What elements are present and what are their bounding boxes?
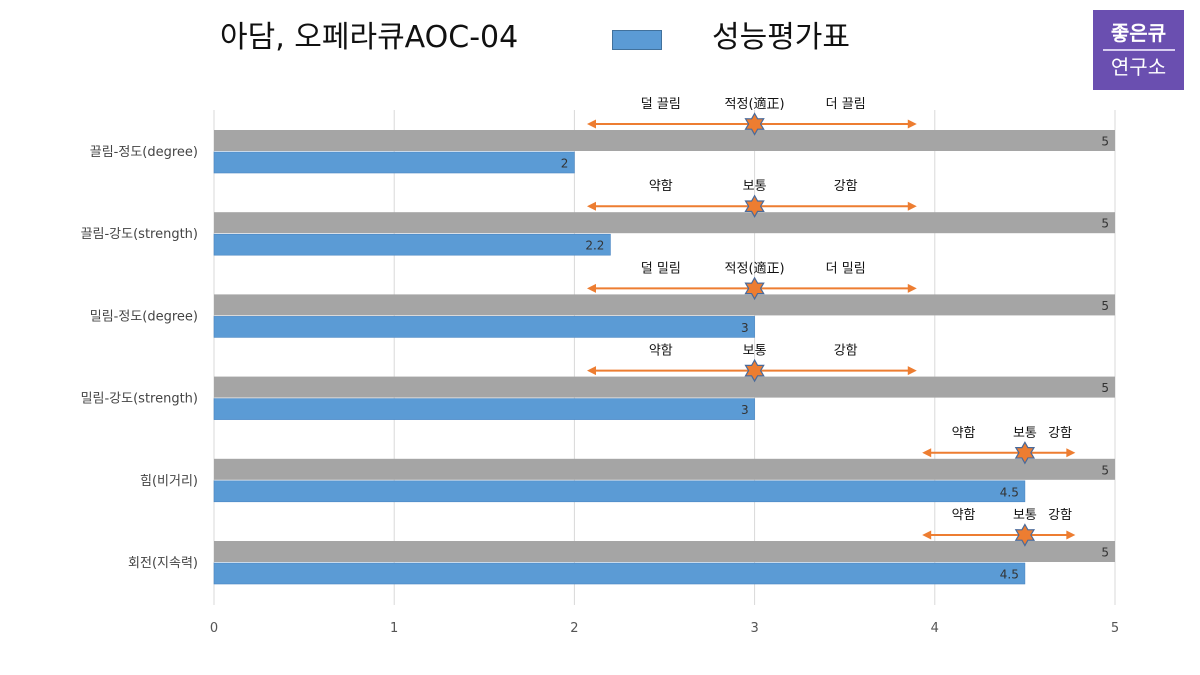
annotation-label-mid: 적정(適正) — [725, 96, 785, 112]
logo-line1: 좋은큐 — [1110, 21, 1167, 45]
marker-star — [744, 276, 765, 301]
value-bar-label: 4.5 — [1000, 485, 1019, 499]
arrow-head-left — [587, 201, 597, 211]
max-bar-value-label: 5 — [1101, 299, 1109, 313]
marker-star — [1014, 441, 1036, 465]
value-bar — [213, 233, 611, 256]
value-bar — [213, 151, 575, 174]
annotation-label-mid: 적정(適正) — [725, 260, 785, 276]
marker-star — [744, 112, 765, 136]
value-bar-label: 4.5 — [1000, 568, 1019, 582]
max-bar — [214, 376, 1115, 398]
annotation-label-low: 약함 — [952, 426, 976, 441]
title-row: 아담, 오페라큐AOC-04 성능평가표 — [0, 10, 1200, 60]
value-bar-label: 2.2 — [585, 239, 604, 253]
category-label: 회전(지속력) — [128, 556, 198, 571]
max-bar — [214, 130, 1115, 151]
chart-title: 아담, 오페라큐AOC-04 — [220, 20, 519, 55]
arrow-head-left — [587, 119, 597, 129]
max-bar-value-label: 5 — [1101, 381, 1109, 395]
category-label: 끌림-강도(strength) — [81, 227, 198, 242]
category-label: 힘(비거리) — [140, 474, 198, 489]
arrow-head-left — [587, 283, 597, 293]
annotation-label-low: 약함 — [649, 344, 673, 359]
value-bar — [213, 562, 1026, 585]
legend-swatch — [612, 30, 662, 50]
marker-star — [1014, 523, 1036, 547]
annotation-label-high: 강함 — [834, 179, 858, 194]
x-tick-label: 1 — [390, 621, 398, 636]
arrow-head-right — [907, 201, 917, 211]
annotation-label-mid: 보통 — [743, 179, 767, 194]
category-label: 끌림-정도(degree) — [90, 145, 198, 160]
x-tick-label: 2 — [570, 621, 578, 636]
max-bar — [214, 294, 1115, 316]
value-bar — [213, 398, 755, 420]
x-tick-label: 0 — [210, 621, 218, 636]
marker-star — [744, 194, 765, 218]
annotation-label-low: 덜 끌림 — [641, 97, 681, 112]
value-bar-label: 2 — [561, 157, 569, 171]
annotation-label-high: 더 끌림 — [826, 97, 866, 112]
value-bar-label: 3 — [741, 403, 749, 417]
annotation-label-mid: 보통 — [1013, 426, 1037, 441]
arrow-head-right — [1066, 530, 1076, 540]
max-bar-value-label: 5 — [1101, 463, 1109, 477]
value-bar — [213, 316, 755, 338]
category-label: 밀림-정도(degree) — [90, 309, 198, 324]
arrow-head-left — [587, 366, 597, 376]
annotation-label-mid: 보통 — [743, 344, 767, 359]
arrow-head-right — [907, 119, 917, 129]
arrow-head-left — [922, 448, 932, 458]
annotation-label-high: 강함 — [1048, 426, 1072, 441]
max-bar-value-label: 5 — [1101, 135, 1109, 149]
max-bar — [214, 458, 1115, 480]
logo-divider — [1102, 49, 1175, 51]
arrow-head-right — [1066, 448, 1076, 458]
annotation-label-low: 약함 — [649, 179, 673, 194]
max-bar — [214, 212, 1115, 234]
annotation-label-high: 더 밀림 — [826, 261, 866, 276]
arrow-head-left — [922, 530, 932, 540]
logo: 좋은큐 연구소 — [1093, 10, 1184, 90]
arrow-head-right — [907, 283, 917, 293]
annotation-label-low: 약함 — [952, 508, 976, 523]
annotation-label-low: 덜 밀림 — [641, 261, 681, 276]
x-tick-label: 3 — [750, 621, 758, 636]
marker-star — [744, 358, 765, 383]
max-bar-value-label: 5 — [1101, 217, 1109, 231]
x-tick-label: 5 — [1111, 621, 1119, 636]
arrow-head-right — [907, 366, 917, 376]
x-tick-label: 4 — [931, 621, 939, 636]
annotation-label-high: 강함 — [1048, 508, 1072, 523]
annotation-label-high: 강함 — [834, 344, 858, 359]
max-bar-value-label: 5 — [1101, 546, 1109, 560]
value-bar — [213, 480, 1026, 503]
max-bar — [214, 541, 1115, 562]
category-label: 밀림-강도(strength) — [81, 392, 198, 407]
logo-line2: 연구소 — [1110, 55, 1167, 79]
legend-label: 성능평가표 — [712, 20, 850, 55]
value-bar-label: 3 — [741, 321, 749, 335]
annotation-label-mid: 보통 — [1013, 508, 1037, 523]
